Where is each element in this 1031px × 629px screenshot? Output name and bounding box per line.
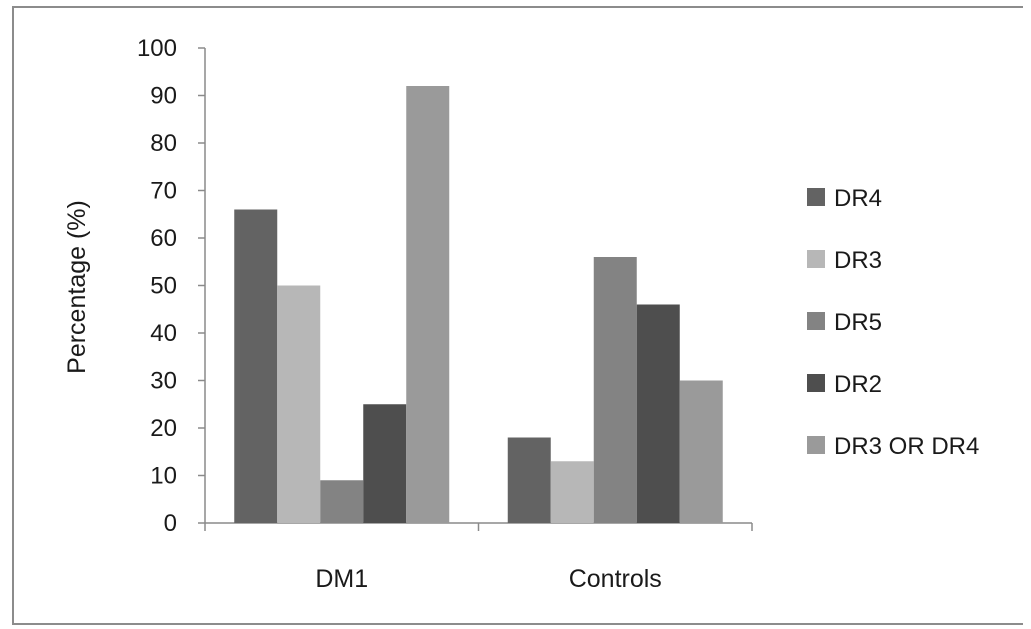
legend: DR4 DR3 DR5 DR2 DR3 OR DR4 — [807, 185, 979, 460]
legend-swatch — [807, 374, 825, 392]
bars — [234, 86, 723, 523]
bar-controls-dr3 — [550, 461, 594, 523]
axis-labels: 0 10 20 30 40 50 60 70 80 90 100 DM1 Controls — [137, 35, 662, 593]
bar-controls-dr4 — [507, 437, 551, 523]
legend-label: DR5 — [834, 309, 882, 336]
y-tick-label: 100 — [137, 35, 177, 62]
y-tick-label: 0 — [164, 510, 177, 537]
y-tick-label: 60 — [150, 225, 177, 252]
y-tick-label: 30 — [150, 368, 177, 395]
legend-swatch — [807, 250, 825, 268]
y-tick-label: 10 — [150, 463, 177, 490]
legend-swatch — [807, 436, 825, 454]
x-category-label: Controls — [569, 565, 662, 593]
y-tick-label: 90 — [150, 83, 177, 110]
bar-dm1-dr5 — [320, 480, 364, 523]
bar-controls-dr2 — [636, 304, 680, 523]
legend-label: DR3 — [834, 247, 882, 274]
legend-label: DR2 — [834, 371, 882, 398]
bar-dm1-dr2 — [363, 404, 407, 523]
bar-dm1-dr3 — [277, 285, 321, 523]
legend-label: DR4 — [834, 185, 882, 212]
x-category-label: DM1 — [315, 565, 368, 593]
y-tick-label: 70 — [150, 178, 177, 205]
bar-controls-dr3-or-dr4 — [679, 380, 723, 523]
legend-label: DR3 OR DR4 — [834, 433, 979, 460]
bar-dm1-dr3-or-dr4 — [406, 86, 450, 523]
y-tick-label: 50 — [150, 273, 177, 300]
y-tick-label: 80 — [150, 130, 177, 157]
y-tick-label: 40 — [150, 320, 177, 347]
y-tick-label: 20 — [150, 415, 177, 442]
legend-swatch — [807, 312, 825, 330]
chart-frame — [12, 6, 1023, 625]
bar-dm1-dr4 — [234, 209, 278, 523]
legend-swatch — [807, 188, 825, 206]
bar-controls-dr5 — [593, 257, 637, 523]
y-axis-title: Percentage (%) — [63, 200, 91, 374]
